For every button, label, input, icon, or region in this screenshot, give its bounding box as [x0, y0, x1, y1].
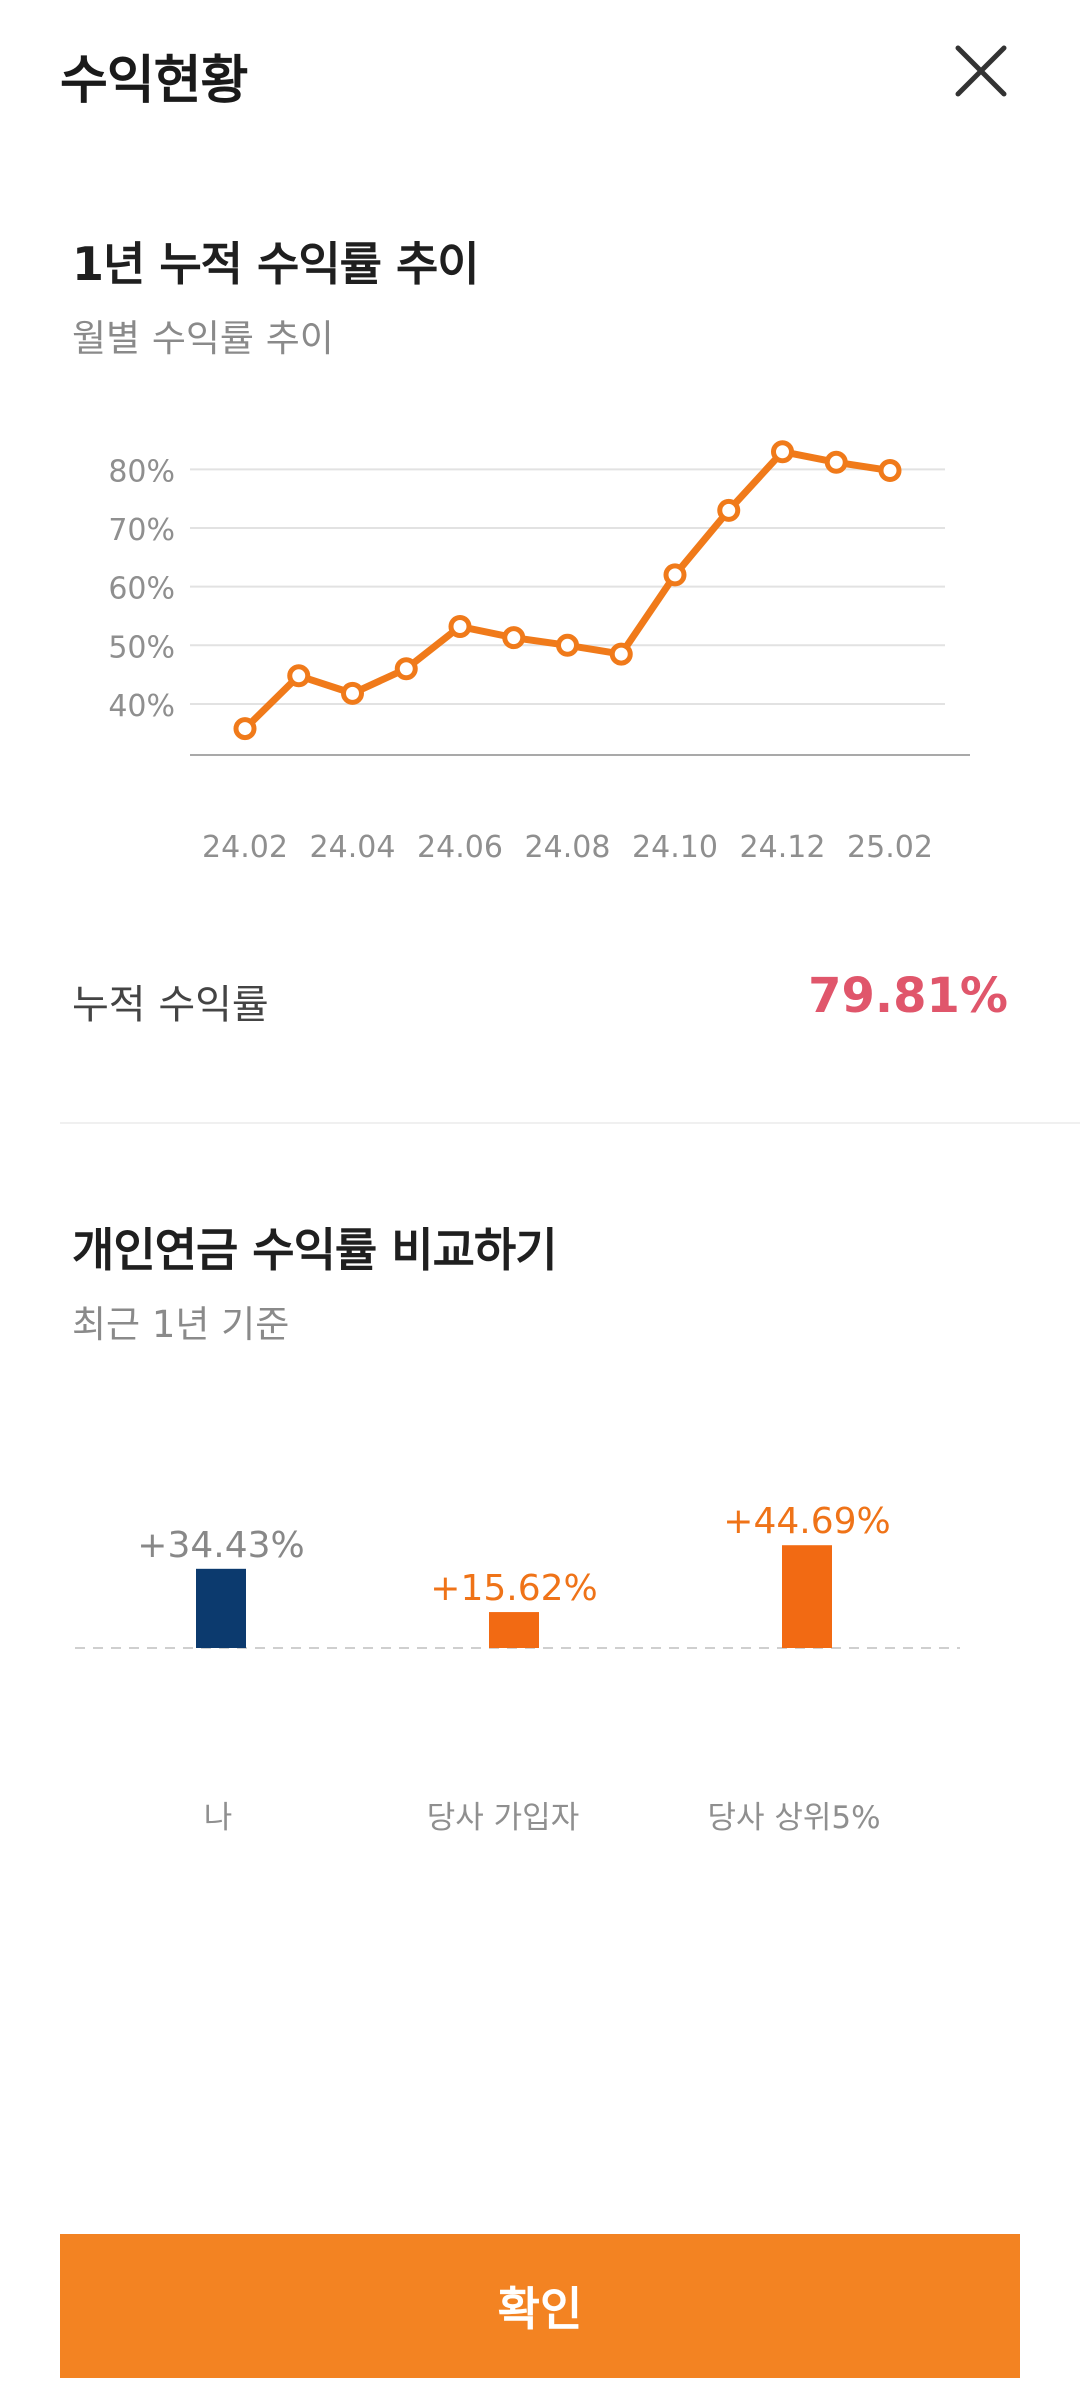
- section-divider: [60, 1122, 1080, 1124]
- y-tick-label: 50%: [108, 630, 175, 665]
- x-tick-label: 24.02: [202, 830, 288, 865]
- data-point: [824, 450, 848, 474]
- confirm-button[interactable]: 확인: [60, 2234, 1020, 2378]
- y-tick-label: 70%: [108, 513, 175, 548]
- data-point: [233, 717, 257, 741]
- data-point: [717, 498, 741, 522]
- x-tick-label: 24.04: [310, 830, 396, 865]
- data-point: [556, 633, 579, 657]
- bar: [782, 1545, 832, 1648]
- data-point: [878, 459, 902, 482]
- x-tick-label: 24.08: [525, 830, 611, 865]
- category-label: 나: [204, 1800, 233, 1836]
- bar-value-label: +34.43%: [137, 1525, 304, 1566]
- bar-value-label: +15.62%: [430, 1568, 597, 1609]
- data-point: [502, 626, 526, 650]
- x-tick-label: 24.06: [417, 830, 503, 865]
- data-point: [448, 615, 472, 639]
- data-point: [663, 563, 687, 587]
- cumulative-return-value: 79.81%: [808, 968, 1008, 1024]
- compare-subtitle: 최근 1년 기준: [72, 1303, 290, 1346]
- data-point: [394, 657, 418, 681]
- page-title: 수익현황: [60, 51, 248, 111]
- x-tick-label: 24.12: [740, 830, 826, 865]
- trend-title: 1년 누적 수익률 추이: [72, 237, 480, 291]
- y-tick-label: 60%: [108, 572, 175, 607]
- bar-value-label: +44.69%: [723, 1501, 890, 1542]
- bar: [196, 1568, 246, 1648]
- return-comparison-bar-chart: +34.43% 나 +15.62% 당사 가입자 +44.69% 당사 상위5%: [75, 1501, 960, 1836]
- header: 수익현황: [0, 0, 1080, 140]
- x-tick-label: 25.02: [847, 830, 933, 865]
- data-point: [287, 664, 311, 688]
- category-label: 당사 가입자: [427, 1800, 579, 1836]
- y-tick-label: 80%: [108, 454, 175, 489]
- y-tick-label: 40%: [108, 689, 175, 724]
- trend-subtitle: 월별 수익률 추이: [72, 317, 334, 360]
- close-icon[interactable]: [950, 40, 1012, 102]
- return-trend-line-chart: 40% 50% 60% 70% 80% 24.02 24.04 24.06 24.08 24.10…: [108, 440, 970, 865]
- category-label: 당사 상위5%: [707, 1800, 880, 1836]
- series-line: [241, 448, 894, 733]
- data-point: [771, 440, 794, 464]
- data-point: [609, 642, 633, 666]
- cumulative-return-label: 누적 수익률: [72, 982, 269, 1028]
- bar: [489, 1612, 539, 1648]
- x-tick-label: 24.10: [632, 830, 718, 865]
- data-point: [341, 681, 364, 705]
- compare-title: 개인연금 수익률 비교하기: [72, 1223, 558, 1277]
